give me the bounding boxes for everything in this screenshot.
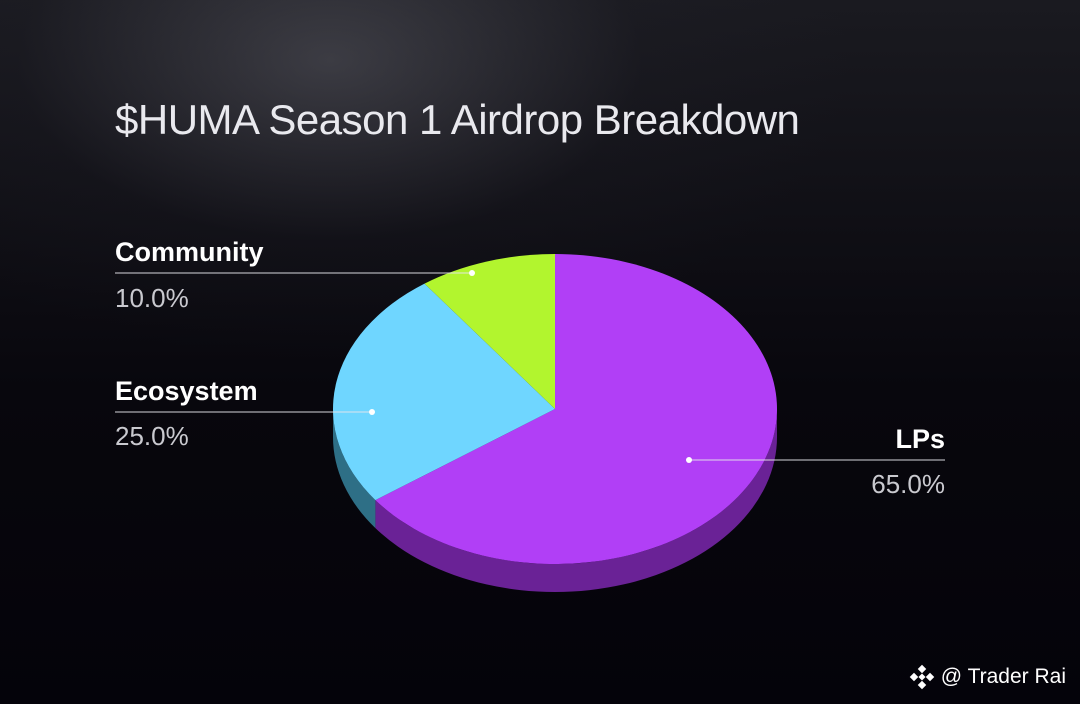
slice-labels: LPs 65.0% Ecosystem 25.0% Community 10.0%: [115, 237, 945, 499]
watermark: @ Trader Rai: [909, 664, 1066, 690]
slice-side-lps: [375, 409, 777, 592]
slice-lps: [375, 254, 777, 564]
slice-community: [424, 254, 555, 409]
binance-logo-icon: [909, 664, 935, 690]
slice-value-lps: 65.0%: [871, 469, 945, 499]
slice-value-community: 10.0%: [115, 283, 189, 313]
watermark-text: @ Trader Rai: [940, 665, 1066, 688]
slice-value-ecosystem: 25.0%: [115, 421, 189, 451]
leader-lines: [115, 270, 945, 463]
slice-label-ecosystem: Ecosystem: [115, 376, 258, 406]
slice-label-lps: LPs: [895, 424, 945, 454]
pie-top-faces: [333, 254, 777, 564]
slice-ecosystem: [333, 283, 555, 501]
slice-side-ecosystem: [333, 409, 376, 529]
chart-title: $HUMA Season 1 Airdrop Breakdown: [115, 96, 800, 143]
leader-dot-community: [469, 270, 475, 276]
leader-dot-ecosystem: [369, 409, 375, 415]
slice-label-community: Community: [115, 237, 264, 267]
pie-side-walls: [333, 409, 777, 592]
leader-dot-lps: [686, 457, 692, 463]
